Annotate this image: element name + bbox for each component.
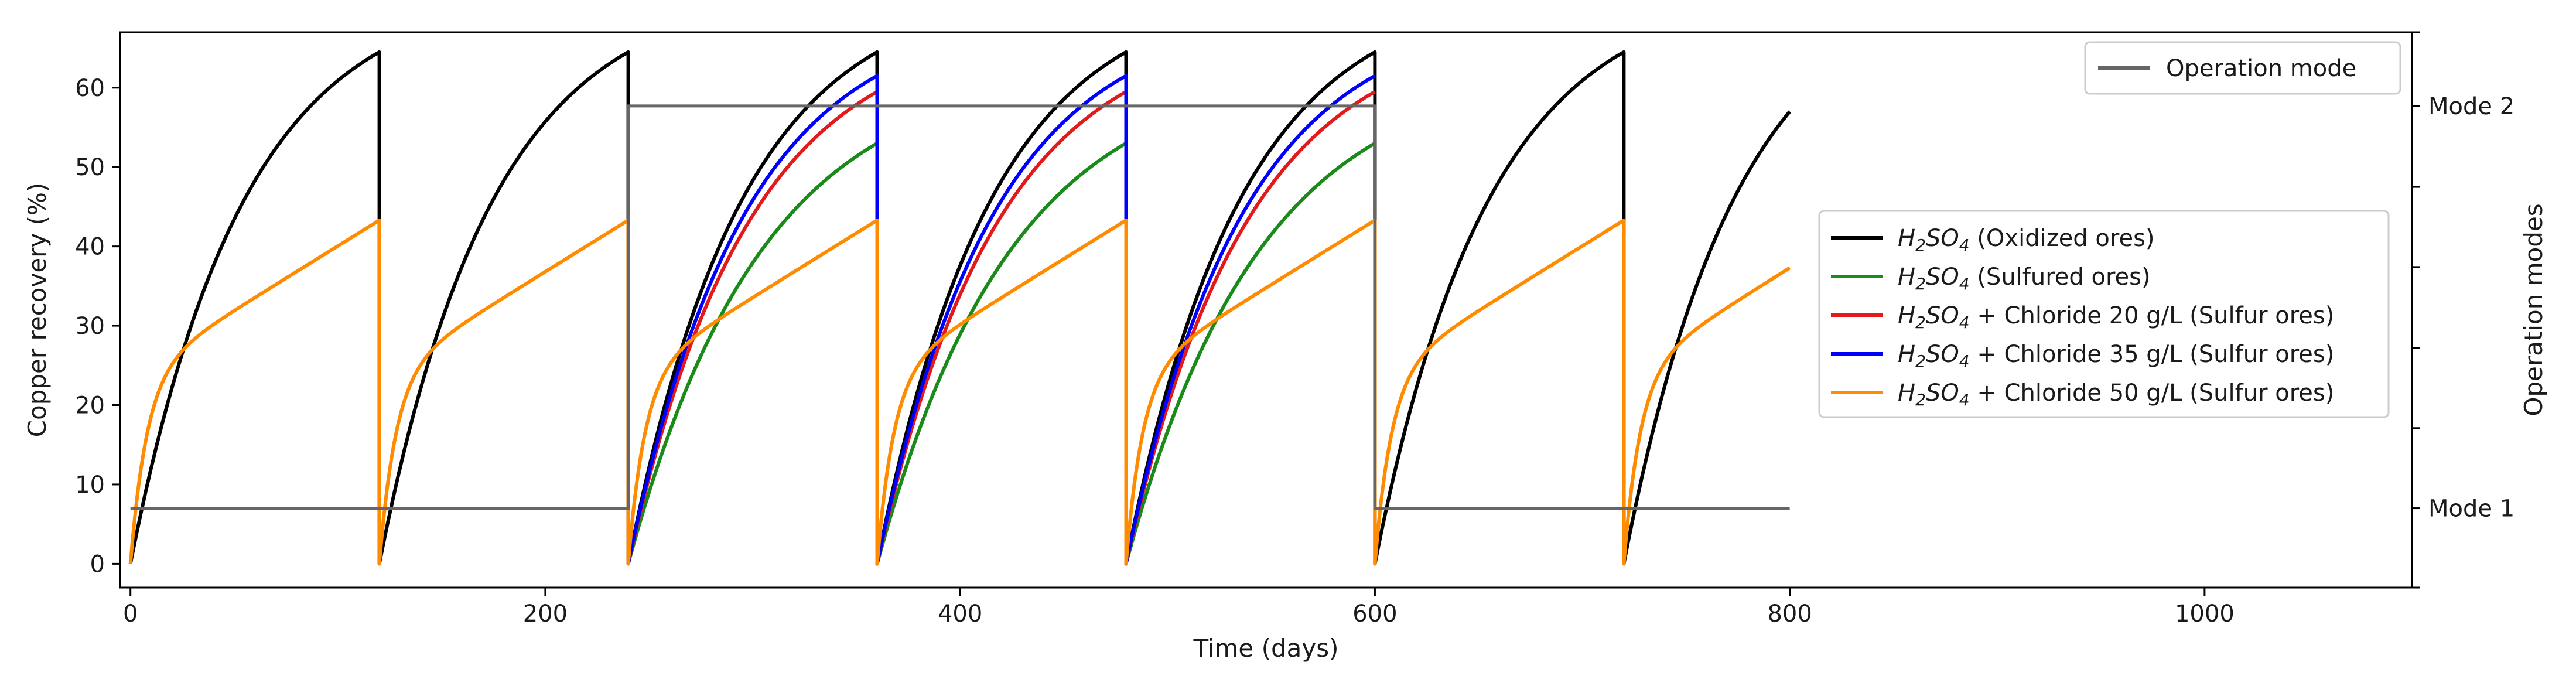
legend-label-part: 4 [1959, 351, 1970, 371]
x-tick-label: 800 [1767, 600, 1812, 627]
legend-label-part: SO [1926, 302, 1959, 329]
y-tick-label: 0 [90, 551, 105, 578]
legend-label-part: (Sulfured ores) [1970, 264, 2151, 291]
legend-lower-box [1818, 210, 2390, 418]
axes: 0 200 400 600 800 1000 0 10 20 30 40 50 60 Mode 1 Mode… [23, 31, 2548, 663]
legend-label-part: SO [1926, 380, 1959, 407]
legend-label-part: 2 [1915, 351, 1926, 371]
y-axis-right-label: Operation modes [2519, 203, 2548, 416]
y-tick-label: 50 [75, 154, 105, 181]
legend-label-part: SO [1926, 341, 1959, 368]
legend-label-part: SO [1926, 225, 1959, 252]
right-tick-label: Mode 1 [2428, 496, 2514, 523]
legend-label-operation-mode: Operation mode [2166, 55, 2356, 82]
plot-area [128, 50, 1791, 566]
legend-label-part: H [1898, 302, 1915, 329]
legend-label-series-4: H2SO4 + Chloride 50 g/L (Sulfur ores) [1898, 380, 2334, 409]
operation-mode-line [130, 104, 1790, 510]
legend-label-series-0: H2SO4 (Oxidized ores) [1898, 225, 2155, 255]
y-axis-label: Copper recovery (%) [23, 183, 52, 438]
legend-label-part: 4 [1959, 274, 1970, 293]
legend-label-part: + Chloride 20 g/L (Sulfur ores) [1970, 302, 2335, 329]
legend-label-part: (Oxidized ores) [1970, 225, 2155, 252]
x-tick-label: 1000 [2175, 600, 2235, 627]
y-tick-label: 30 [75, 313, 105, 340]
series-line-1 [626, 141, 1376, 566]
legend-label-part: 2 [1915, 313, 1926, 332]
legend-label-part: H [1898, 341, 1915, 368]
legend-label-part: 2 [1915, 390, 1926, 409]
right-tick-label: Mode 2 [2428, 93, 2514, 120]
y-tick-label: 10 [75, 472, 105, 499]
legend-label-part: SO [1926, 264, 1959, 291]
legend-label-part: 2 [1915, 274, 1926, 293]
legend-label-part: 4 [1959, 313, 1970, 332]
legend-label-series-2: H2SO4 + Chloride 20 g/L (Sulfur ores) [1898, 302, 2334, 332]
y-tick-label: 60 [75, 75, 105, 102]
x-tick-label: 200 [523, 600, 568, 627]
legend-label-part: + Chloride 50 g/L (Sulfur ores) [1970, 380, 2335, 407]
legend-label-part: 4 [1959, 235, 1970, 255]
legend-label-part: + Chloride 35 g/L (Sulfur ores) [1970, 341, 2335, 368]
x-axis-label: Time (days) [1193, 634, 1338, 663]
legend-label-part: H [1898, 380, 1915, 407]
y-tick-label: 20 [75, 392, 105, 419]
legend-label-series-3: H2SO4 + Chloride 35 g/L (Sulfur ores) [1898, 341, 2334, 371]
legend-label-part: 4 [1959, 390, 1970, 409]
series-line-4 [128, 219, 1791, 566]
x-tick-label: 0 [123, 600, 138, 627]
legend-label-part: H [1898, 225, 1915, 252]
legend-upper-box [2084, 41, 2401, 95]
plot-frame [119, 31, 2413, 589]
legend-label-part: 2 [1915, 235, 1926, 255]
legend-label-part: H [1898, 264, 1915, 291]
series-line-3 [626, 74, 1376, 566]
legend-label-series-1: H2SO4 (Sulfured ores) [1898, 264, 2151, 293]
series-line-0 [128, 50, 1791, 566]
x-tick-label: 600 [1352, 600, 1397, 627]
series-line-2 [626, 90, 1376, 566]
y-tick-label: 40 [75, 234, 105, 261]
x-tick-label: 400 [938, 600, 982, 627]
